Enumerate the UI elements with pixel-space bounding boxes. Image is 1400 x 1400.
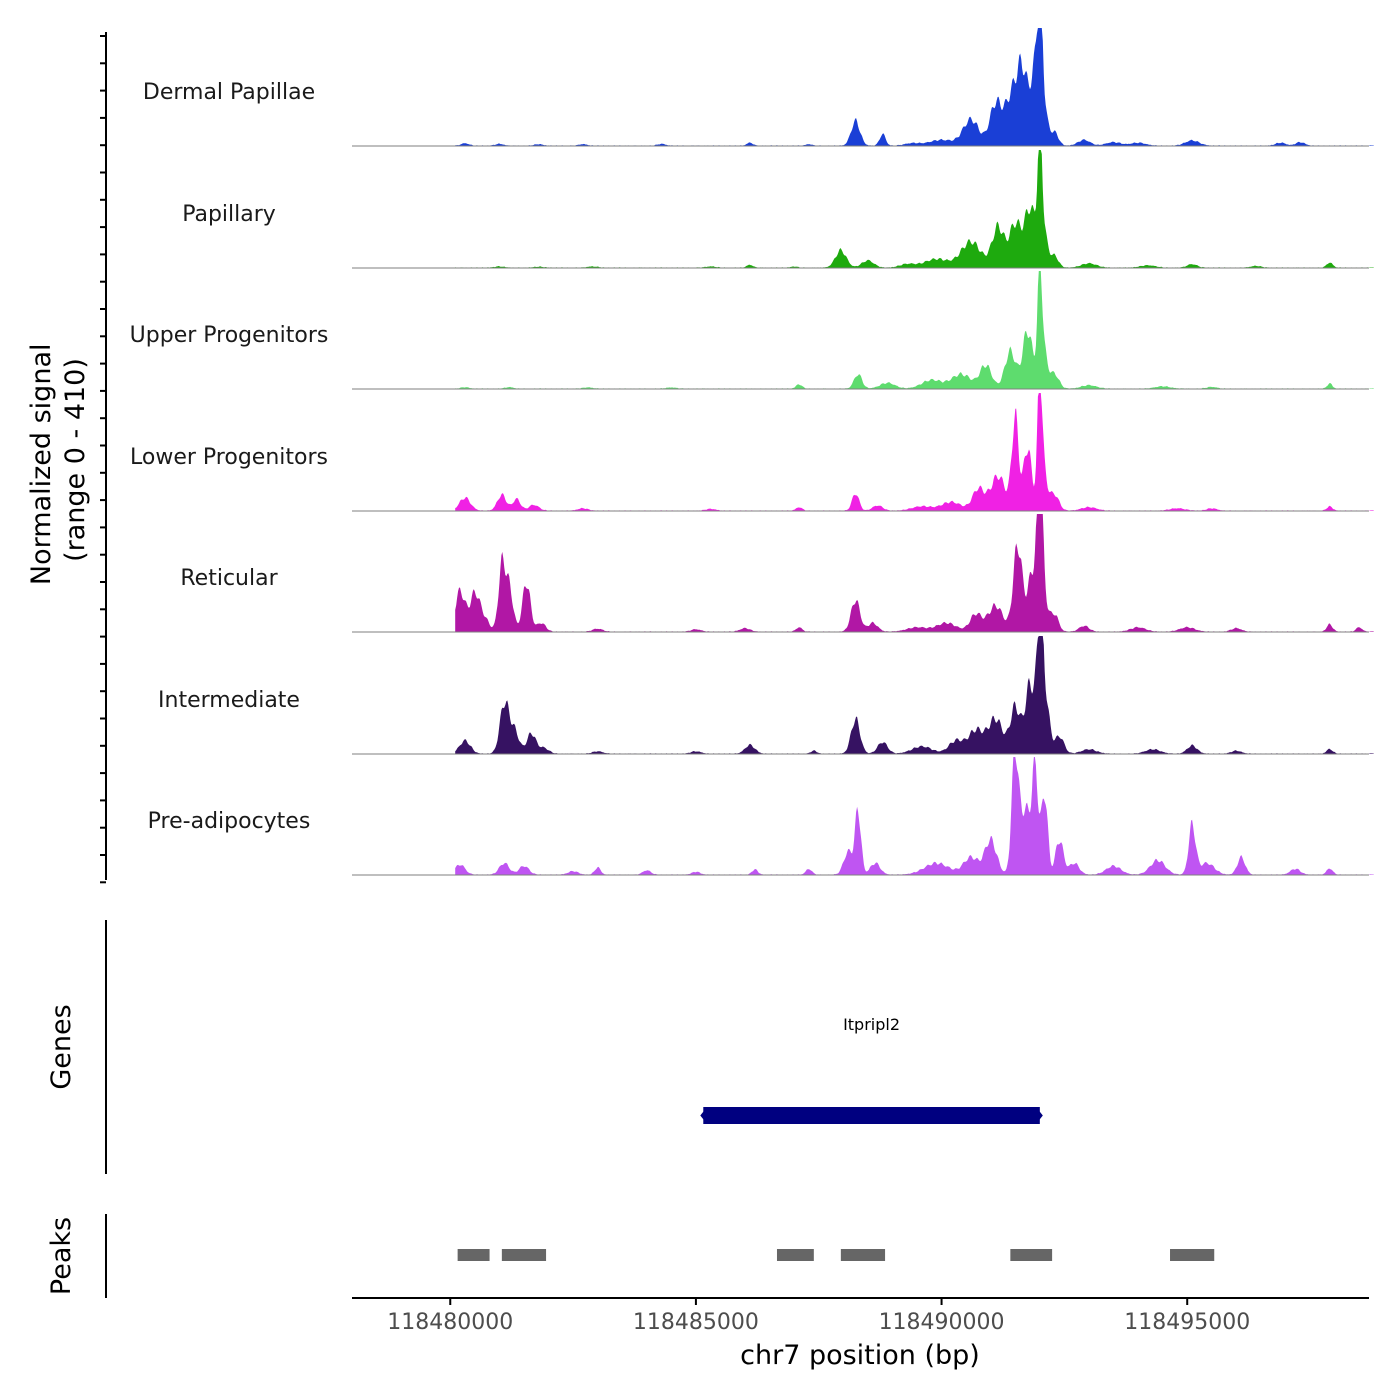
coverage-tracks: Dermal Papillae Papillary Upper Progenitor… (130, 28, 1374, 876)
gene-strand-arrow-icon (700, 1108, 707, 1123)
peak-region (457, 1249, 490, 1261)
track-label: Dermal Papillae (143, 80, 315, 105)
peak-track (457, 1249, 1215, 1261)
track-pre-adipocytes: Pre-adipocytes (148, 757, 1374, 876)
track-label: Lower Progenitors (130, 445, 328, 470)
track-label: Papillary (182, 202, 276, 227)
track-intermediate: Intermediate (158, 636, 1374, 755)
coverage-y-axis-title: Normalized signal (range 0 - 410) (26, 335, 91, 585)
peak-region (840, 1249, 886, 1261)
genes-label: Genes (46, 1004, 77, 1089)
peaks-label: Peaks (46, 1217, 77, 1295)
x-tick-label: 118490000 (879, 1310, 1005, 1335)
coverage-y-ticks (100, 35, 106, 884)
x-tick-label: 118495000 (1124, 1310, 1250, 1335)
track-label: Reticular (180, 566, 278, 591)
x-axis-ticks: 118480000 118485000 118490000 118495000 (387, 1298, 1250, 1335)
track-label: Intermediate (158, 688, 300, 713)
gene-name: Itpripl2 (843, 1015, 900, 1034)
peak-region (776, 1249, 814, 1261)
y-axis-title-line1: Normalized signal (26, 344, 57, 586)
y-axis-title-line2: (range 0 - 410) (60, 358, 91, 562)
track-papillary: Papillary (182, 150, 1374, 269)
track-lower-progenitors: Lower Progenitors (130, 393, 1374, 512)
track-dermal-papillae: Dermal Papillae (143, 28, 1374, 147)
x-tick-label: 118485000 (633, 1310, 759, 1335)
x-tick-label: 118480000 (387, 1310, 513, 1335)
peak-region (501, 1249, 547, 1261)
gene-body (703, 1107, 1040, 1124)
x-axis-title: chr7 position (bp) (740, 1340, 980, 1371)
gene-track: Itpripl2 (700, 1015, 1043, 1124)
peak-region (1170, 1249, 1215, 1261)
track-reticular: Reticular (180, 514, 1374, 633)
track-label: Pre-adipocytes (148, 809, 311, 834)
gene-end-marker-icon (1036, 1108, 1043, 1123)
track-upper-progenitors: Upper Progenitors (130, 271, 1374, 390)
peak-region (1010, 1249, 1053, 1261)
track-label: Upper Progenitors (130, 323, 329, 348)
